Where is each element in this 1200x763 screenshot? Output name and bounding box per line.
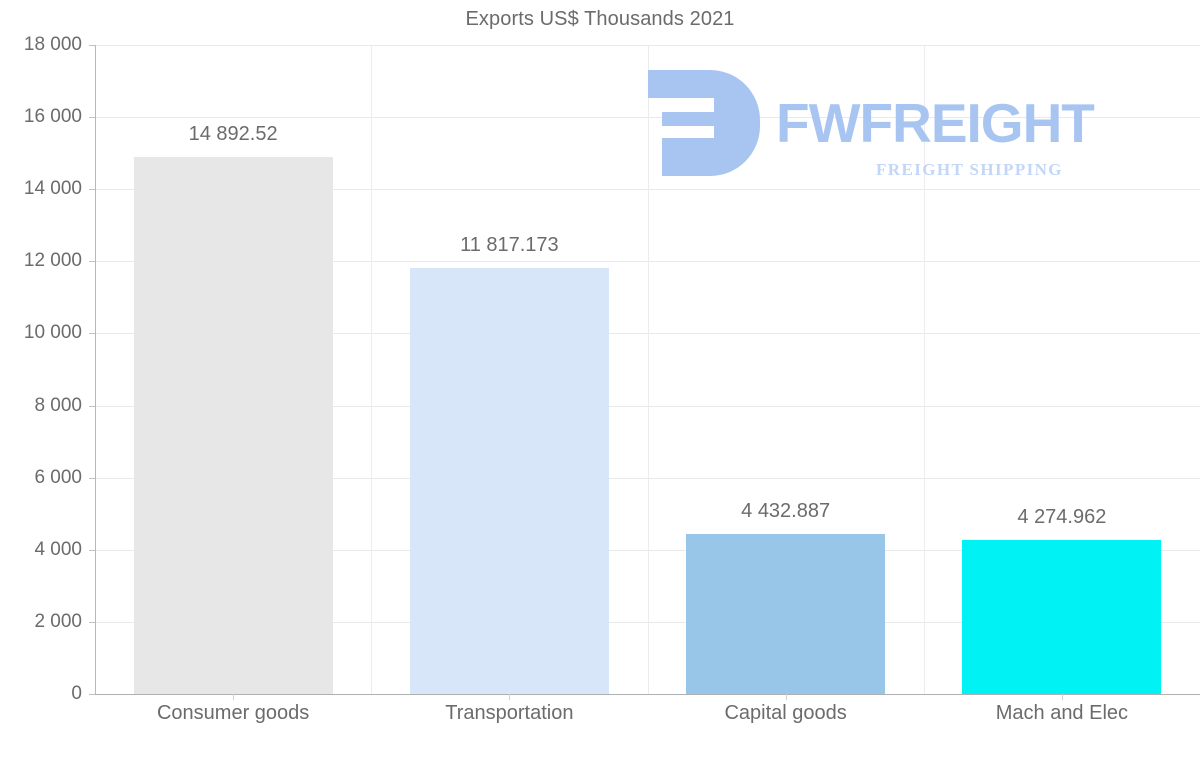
- y-axis-tick-label: 2 000: [34, 610, 82, 632]
- y-axis-tick-label: 8 000: [34, 394, 82, 416]
- x-axis-tick-label: Mach and Elec: [995, 702, 1129, 724]
- gridline-vertical: [924, 45, 925, 694]
- bar[interactable]: [409, 267, 609, 694]
- y-tick-mark: [89, 45, 95, 46]
- chart-title: Exports US$ Thousands 2021: [465, 8, 735, 30]
- bar-value-label: 14 892.52: [188, 123, 278, 146]
- x-tick-mark: [509, 694, 510, 700]
- y-axis-tick-label: 16 000: [23, 106, 82, 128]
- y-axis-tick-label: 14 000: [23, 178, 82, 200]
- gridline-horizontal: [95, 45, 1200, 46]
- y-axis-tick-label: 12 000: [23, 250, 82, 272]
- bar[interactable]: [962, 539, 1162, 694]
- x-tick-mark: [1062, 694, 1063, 700]
- y-axis-tick-label: 10 000: [23, 322, 82, 344]
- y-tick-mark: [89, 621, 95, 623]
- gridline-horizontal: [95, 189, 1200, 191]
- y-axis-tick-label: 6 000: [34, 466, 82, 488]
- gridline-horizontal: [95, 694, 1200, 695]
- x-tick-mark: [786, 694, 787, 700]
- gridline-horizontal: [95, 621, 1200, 623]
- x-axis-tick-label: Transportation: [445, 702, 574, 724]
- gridline-horizontal: [95, 117, 1200, 119]
- gridline-vertical: [371, 45, 372, 694]
- gridline-horizontal: [95, 477, 1200, 479]
- plot-area: [89, 45, 1200, 700]
- y-tick-mark: [89, 261, 95, 263]
- y-tick-mark: [89, 549, 95, 551]
- gridline-horizontal: [95, 405, 1200, 407]
- axis-line-left: [95, 45, 96, 694]
- y-axis-tick-label: 18 000: [23, 34, 82, 55]
- y-axis-tick-label: 0: [71, 683, 82, 704]
- x-axis-tick-label: Consumer goods: [156, 702, 310, 724]
- bar-value-label: 4 274.962: [1017, 505, 1107, 528]
- gridline-horizontal: [95, 261, 1200, 263]
- x-tick-mark: [233, 694, 234, 700]
- gridline-horizontal: [95, 333, 1200, 335]
- y-tick-mark: [89, 405, 95, 407]
- bar-value-label: 4 432.887: [741, 500, 831, 523]
- y-tick-mark: [89, 117, 95, 119]
- y-tick-mark: [89, 477, 95, 479]
- y-tick-mark: [89, 694, 95, 695]
- y-axis-tick-label: 4 000: [34, 538, 82, 560]
- y-tick-mark: [89, 189, 95, 191]
- gridline-horizontal: [95, 549, 1200, 551]
- bar-value-label: 11 817.173: [460, 233, 559, 256]
- y-tick-mark: [89, 333, 95, 335]
- gridline-vertical: [648, 45, 649, 694]
- bar[interactable]: [133, 157, 333, 694]
- bar[interactable]: [686, 534, 886, 694]
- x-axis-tick-label: Capital goods: [724, 702, 847, 724]
